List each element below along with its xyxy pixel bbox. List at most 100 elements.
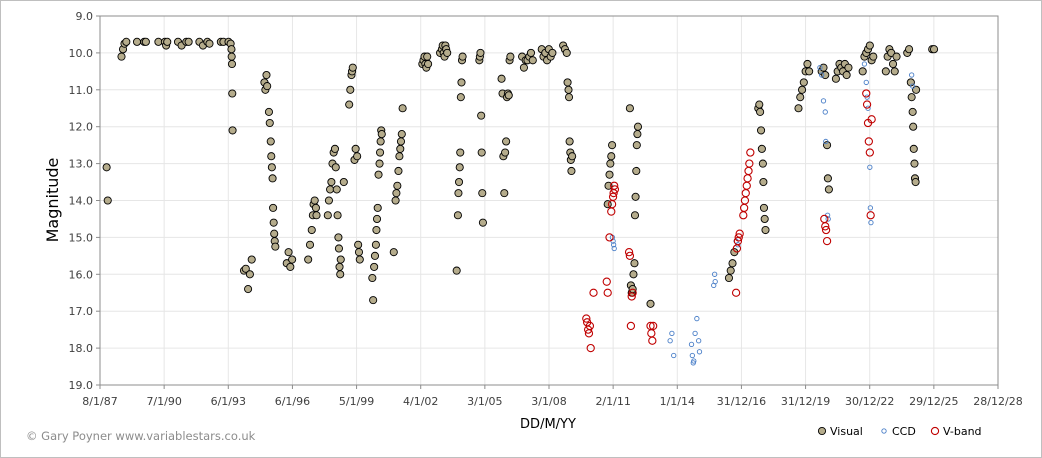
data-point <box>648 336 657 345</box>
y-axis-title: Magnitude <box>43 158 62 243</box>
data-point <box>821 222 830 231</box>
data-point <box>141 37 150 46</box>
data-point <box>477 148 486 157</box>
data-point <box>803 59 812 69</box>
data-point <box>370 251 380 260</box>
data-point <box>476 48 485 57</box>
data-point <box>397 130 406 139</box>
data-point <box>861 61 868 67</box>
data-point <box>633 122 643 131</box>
legend-label: CCD <box>892 425 916 438</box>
data-point <box>528 56 537 65</box>
data-point <box>375 159 384 168</box>
data-point <box>671 352 677 359</box>
data-point <box>331 163 340 172</box>
data-point <box>478 218 487 227</box>
data-point <box>564 93 574 102</box>
data-point <box>608 192 618 201</box>
data-point <box>477 111 486 120</box>
data-point <box>307 225 316 235</box>
data-point <box>102 163 111 172</box>
data-point <box>743 174 752 183</box>
y-tick-label: 12.0 <box>69 121 94 134</box>
data-point <box>735 229 744 238</box>
data-point <box>631 192 640 201</box>
data-point <box>184 37 193 46</box>
data-point <box>610 242 617 248</box>
data-point <box>739 211 748 220</box>
data-point <box>564 85 573 94</box>
data-point <box>909 72 915 78</box>
data-point <box>263 82 272 91</box>
data-point <box>266 137 275 146</box>
data-point <box>691 358 697 364</box>
data-point <box>744 166 753 176</box>
data-point <box>821 225 831 235</box>
data-point <box>867 164 873 170</box>
data-point <box>908 107 917 116</box>
data-point <box>501 148 510 157</box>
data-point <box>628 288 637 297</box>
data-point <box>819 72 825 78</box>
data-point <box>288 255 297 264</box>
data-point <box>858 67 867 76</box>
data-point <box>825 216 831 222</box>
data-point <box>345 100 354 109</box>
data-point <box>630 211 640 220</box>
data-point <box>823 141 832 150</box>
legend: Visual CCD V-band <box>817 425 982 438</box>
data-point <box>605 170 614 179</box>
data-point <box>305 240 315 249</box>
data-point <box>746 148 755 157</box>
data-point <box>267 152 276 161</box>
x-tick-label: 28/12/28 <box>973 395 1022 408</box>
data-point <box>312 211 321 220</box>
data-point <box>270 229 279 238</box>
data-point <box>327 177 336 187</box>
data-point <box>506 52 515 61</box>
x-tick-label: 3/1/08 <box>531 395 566 408</box>
data-point <box>831 74 840 83</box>
data-point <box>712 279 718 285</box>
data-point <box>245 270 254 279</box>
data-point <box>423 52 432 61</box>
data-point <box>602 277 611 286</box>
data-point <box>393 181 402 190</box>
x-tick-label: 4/1/02 <box>403 395 438 408</box>
data-point <box>796 93 805 102</box>
x-tick-label: 3/1/05 <box>467 395 502 408</box>
data-point <box>867 115 876 124</box>
data-point <box>629 270 638 279</box>
data-point <box>689 352 695 359</box>
data-point <box>368 273 377 283</box>
data-point <box>632 166 641 176</box>
x-tick-label: 1/1/14 <box>660 395 695 408</box>
data-point <box>372 225 381 235</box>
x-tick-label: 6/1/93 <box>211 395 246 408</box>
data-point <box>264 107 273 116</box>
data-point <box>310 196 319 205</box>
data-point <box>332 185 341 194</box>
data-point <box>694 315 700 322</box>
y-tick-label: 9.0 <box>76 10 94 23</box>
data-point <box>262 70 271 80</box>
data-point <box>907 93 916 102</box>
data-point <box>862 89 871 98</box>
data-point <box>369 296 378 305</box>
data-point <box>603 200 612 209</box>
data-point <box>910 83 916 89</box>
y-tick-label: 19.0 <box>69 379 94 392</box>
data-point <box>372 214 382 223</box>
legend-marker <box>817 426 827 436</box>
data-point <box>227 59 237 69</box>
data-point <box>355 255 364 264</box>
data-point <box>761 225 770 235</box>
data-point <box>867 205 874 211</box>
data-point <box>454 177 464 187</box>
series-visual <box>102 37 939 308</box>
data-point <box>326 185 335 194</box>
data-point <box>624 248 634 257</box>
data-point <box>820 98 827 104</box>
data-point <box>888 59 898 69</box>
